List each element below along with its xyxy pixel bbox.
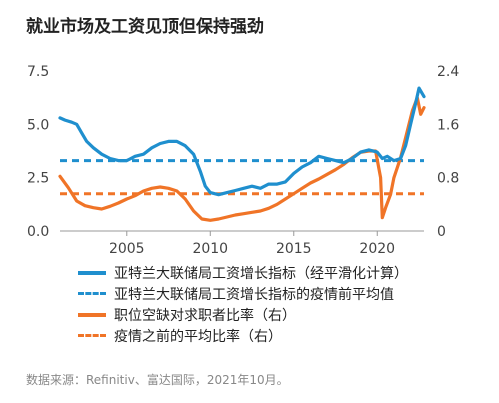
legend-swatch-solid-orange: [78, 312, 106, 317]
legend-swatch-dashed-blue: [78, 292, 106, 295]
legend-item-vacancy-ratio: 职位空缺对求职者比率（右）: [78, 304, 408, 325]
legend-label: 亚特兰大联储局工资增长指标的疫情前平均值: [114, 286, 394, 303]
x-tick-label: 2020: [359, 241, 395, 257]
y-right-tick-label: 2.4: [437, 64, 459, 80]
y-left-tick-label: 0.0: [27, 224, 49, 240]
x-tick-label: 2005: [109, 241, 145, 257]
series-line-2: [58, 96, 426, 222]
legend-label: 亚特兰大联储局工资增长指标（经平滑化计算）: [114, 265, 408, 282]
y-left-tick-label: 7.5: [27, 64, 49, 80]
series-layer: [58, 86, 426, 222]
source-note: 数据来源：Refinitiv、富达国际，2021年10月。: [26, 373, 289, 387]
x-tick-label: 2015: [276, 241, 312, 257]
legend-label: 疫情之前的平均比率（右）: [114, 328, 282, 345]
legend-swatch-solid-blue: [78, 270, 106, 275]
legend-label: 职位空缺对求职者比率（右）: [114, 307, 296, 324]
legend-item-vacancy-prepandemic-avg: 疫情之前的平均比率（右）: [78, 325, 408, 346]
legend-swatch-dashed-orange: [78, 334, 106, 337]
series-line-0: [58, 86, 426, 197]
x-tick-label: 2010: [192, 241, 228, 257]
legend-item-wage-prepandemic-avg: 亚特兰大联储局工资增长指标的疫情前平均值: [78, 283, 408, 304]
chart-legend: 亚特兰大联储局工资增长指标（经平滑化计算） 亚特兰大联储局工资增长指标的疫情前平…: [78, 262, 408, 346]
chart-title: 就业市场及工资见顶但保持强劲: [26, 17, 264, 37]
y-left-tick-label: 2.5: [27, 171, 49, 187]
line-chart: 2005 2010 2015 2020 0.0 2.5 5.0 7.5 0 0.8 1.6 2.4: [27, 64, 459, 257]
y-right-tick-label: 0: [437, 224, 446, 240]
y-left-tick-label: 5.0: [27, 117, 49, 133]
y-right-tick-label: 1.6: [437, 117, 459, 133]
axis-layer: [60, 230, 424, 236]
tick-label-layer: 2005 2010 2015 2020 0.0 2.5 5.0 7.5 0 0.8 1.6 2.4: [27, 64, 459, 257]
legend-item-wage-growth: 亚特兰大联储局工资增长指标（经平滑化计算）: [78, 262, 408, 283]
y-right-tick-label: 0.8: [437, 171, 459, 187]
